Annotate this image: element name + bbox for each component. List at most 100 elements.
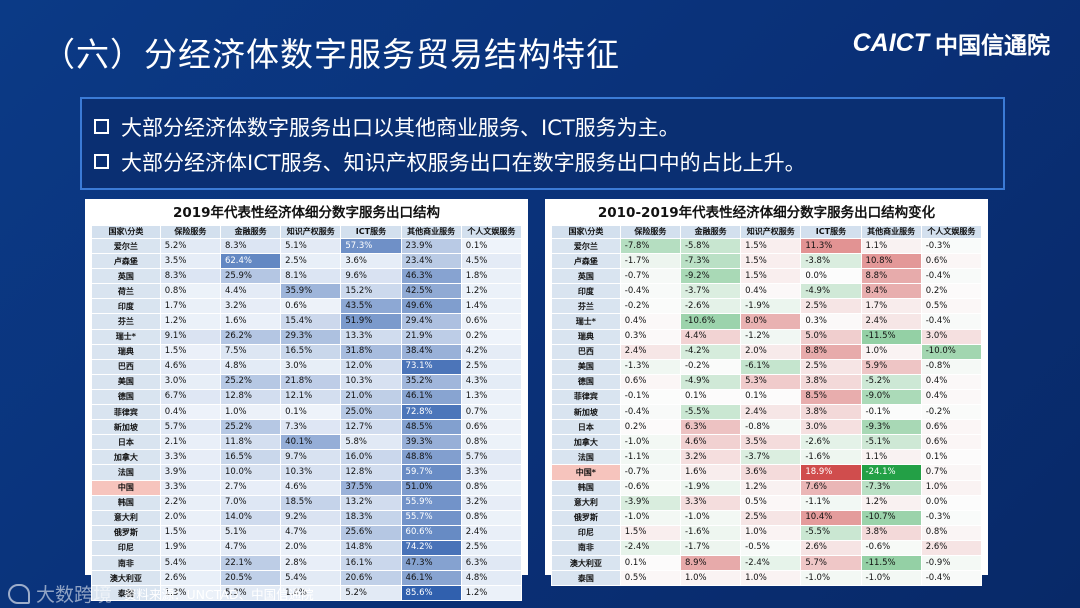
table-cell: 5.7% bbox=[159, 419, 221, 436]
row-label: 新加坡 bbox=[91, 419, 161, 436]
table-cell: 4.3% bbox=[460, 373, 523, 390]
table-cell: -0.7% bbox=[619, 464, 681, 481]
table-cell: 2.5% bbox=[280, 253, 342, 270]
row-label: 意大利 bbox=[551, 494, 621, 511]
table-cell: 9.2% bbox=[280, 509, 342, 526]
table-cell: -1.6% bbox=[679, 524, 742, 541]
table-cell: -0.2% bbox=[619, 298, 681, 315]
table-cell: -1.0% bbox=[860, 570, 922, 587]
table-cell: -1.0% bbox=[679, 509, 742, 526]
table-cell: -0.9% bbox=[920, 554, 983, 572]
table-cell: 29.4% bbox=[400, 313, 462, 330]
table-cell: 59.7% bbox=[400, 464, 462, 481]
row-label: 菲律宾 bbox=[91, 404, 161, 421]
column-header: 金融服务 bbox=[219, 225, 282, 239]
table-change-panel: 2010-2019年代表性经济体细分数字服务出口结构变化 国家\分类 保险服务 金融… bbox=[545, 199, 988, 587]
table-cell: 4.4% bbox=[679, 328, 742, 345]
table-row: 俄罗斯 1.5% 5.1% 4.7% 25.6% 60.6% 2.4% bbox=[91, 524, 523, 541]
table-cell: 4.4% bbox=[219, 283, 282, 300]
table-cell: 3.8% bbox=[860, 524, 922, 541]
table-cell: 4.6% bbox=[280, 479, 342, 496]
table-cell: 85.6% bbox=[400, 585, 462, 602]
table-cell: 1.1% bbox=[860, 449, 922, 466]
table-cell: -10.0% bbox=[920, 343, 983, 360]
table-cell: 13.2% bbox=[340, 494, 402, 511]
table-cell: 12.0% bbox=[340, 358, 402, 375]
table-cell: 12.8% bbox=[219, 388, 282, 406]
table-cell: -7.8% bbox=[619, 237, 681, 255]
table-cell: -6.1% bbox=[740, 358, 802, 375]
bullet-item: 大部分经济体数字服务出口以其他商业服务、ICT服务为主。 bbox=[94, 109, 991, 144]
table-cell: 11.8% bbox=[219, 434, 282, 451]
table-cell: 18.9% bbox=[800, 464, 862, 481]
table-cell: 0.1% bbox=[740, 388, 802, 406]
table-cell: 3.0% bbox=[920, 328, 983, 345]
row-label: 美国 bbox=[91, 373, 161, 390]
row-label: 南非 bbox=[91, 554, 161, 572]
table-cell: 25.6% bbox=[340, 524, 402, 541]
row-label: 芬兰 bbox=[91, 313, 161, 330]
table-cell: 18.5% bbox=[280, 494, 342, 511]
table-cell: -4.2% bbox=[679, 343, 742, 360]
column-header: 金融服务 bbox=[679, 225, 742, 239]
table-2019-panel: 2019年代表性经济体细分数字服务出口结构 国家\分类 保险服务 金融服务 知识产权服… bbox=[85, 199, 528, 602]
table-cell: 2.6% bbox=[920, 539, 983, 556]
table-row: 中国* -0.7% 1.6% 3.6% 18.9% -24.1% 0.7% bbox=[551, 464, 983, 481]
row-label: 印度 bbox=[91, 298, 161, 315]
table-cell: 72.8% bbox=[400, 404, 462, 421]
table-row: 意大利 2.0% 14.0% 9.2% 18.3% 55.7% 0.8% bbox=[91, 509, 523, 526]
table-cell: 8.9% bbox=[679, 554, 742, 572]
column-header: 其他商业服务 bbox=[400, 225, 462, 239]
table-cell: -1.9% bbox=[740, 298, 802, 315]
table-cell: 29.3% bbox=[280, 328, 342, 345]
table-cell: 5.4% bbox=[159, 554, 221, 572]
table-cell: 10.3% bbox=[280, 464, 342, 481]
table-cell: 0.4% bbox=[920, 388, 983, 406]
table-cell: 38.4% bbox=[400, 343, 462, 360]
table-cell: 35.2% bbox=[400, 373, 462, 390]
table-cell: 16.5% bbox=[280, 343, 342, 360]
table-cell: 0.3% bbox=[619, 328, 681, 345]
table-cell: -24.1% bbox=[860, 464, 922, 481]
table-row: 意大利 -3.9% 3.3% 0.5% -1.1% 1.2% 0.0% bbox=[551, 494, 983, 511]
table-row: 美国 -1.3% -0.2% -6.1% 2.5% 5.9% -0.8% bbox=[551, 358, 983, 375]
table-cell: 0.8% bbox=[159, 283, 221, 300]
table-cell: 3.6% bbox=[340, 253, 402, 270]
table-cell: -0.5% bbox=[740, 539, 802, 556]
table-row: 加拿大 -1.0% 4.6% 3.5% -2.6% -5.1% 0.6% bbox=[551, 434, 983, 451]
table-row: 卢森堡 -1.7% -7.3% 1.5% -3.8% 10.8% 0.6% bbox=[551, 253, 983, 270]
table-cell: 0.8% bbox=[460, 479, 523, 496]
table-row: 新加坡 5.7% 25.2% 7.3% 12.7% 48.5% 0.6% bbox=[91, 419, 523, 436]
table-cell: 12.8% bbox=[340, 464, 402, 481]
table-cell: 1.0% bbox=[920, 479, 983, 496]
row-label: 芬兰 bbox=[551, 298, 621, 315]
row-label: 英国 bbox=[551, 268, 621, 285]
table-cell: -3.9% bbox=[619, 494, 681, 511]
table-cell: -0.8% bbox=[920, 358, 983, 375]
bullet-text: 大部分经济体ICT服务、知识产权服务出口在数字服务出口中的占比上升。 bbox=[121, 150, 806, 175]
table-cell: 0.6% bbox=[460, 313, 523, 330]
table-cell: 9.1% bbox=[159, 328, 221, 345]
table-cell: 3.5% bbox=[159, 253, 221, 270]
table-row: 中国 3.3% 2.7% 4.6% 37.5% 51.0% 0.8% bbox=[91, 479, 523, 496]
table-cell: 13.3% bbox=[340, 328, 402, 345]
row-label: 澳大利亚 bbox=[91, 570, 161, 587]
row-label: 爱尔兰 bbox=[91, 237, 161, 255]
table-cell: -0.4% bbox=[619, 404, 681, 421]
table-cell: 23.9% bbox=[400, 237, 462, 255]
table-row: 日本 2.1% 11.8% 40.1% 5.8% 39.3% 0.8% bbox=[91, 434, 523, 451]
table-cell: 0.6% bbox=[280, 298, 342, 315]
row-label: 俄罗斯 bbox=[91, 524, 161, 541]
table-cell: 5.3% bbox=[740, 373, 802, 390]
row-label: 韩国 bbox=[91, 494, 161, 511]
table-cell: 5.7% bbox=[460, 449, 523, 466]
table-cell: 1.0% bbox=[219, 404, 282, 421]
table-cell: -0.4% bbox=[619, 283, 681, 300]
table-cell: 1.5% bbox=[159, 524, 221, 541]
table-cell: 48.5% bbox=[400, 419, 462, 436]
footer: 大数跨境 资料来源：UNCTAD、中国信通院 bbox=[8, 580, 314, 607]
row-label: 中国* bbox=[551, 464, 621, 481]
table-cell: 25.9% bbox=[219, 268, 282, 285]
column-header: 保险服务 bbox=[159, 225, 221, 239]
table-row: 南非 -2.4% -1.7% -0.5% 2.6% -0.6% 2.6% bbox=[551, 539, 983, 556]
